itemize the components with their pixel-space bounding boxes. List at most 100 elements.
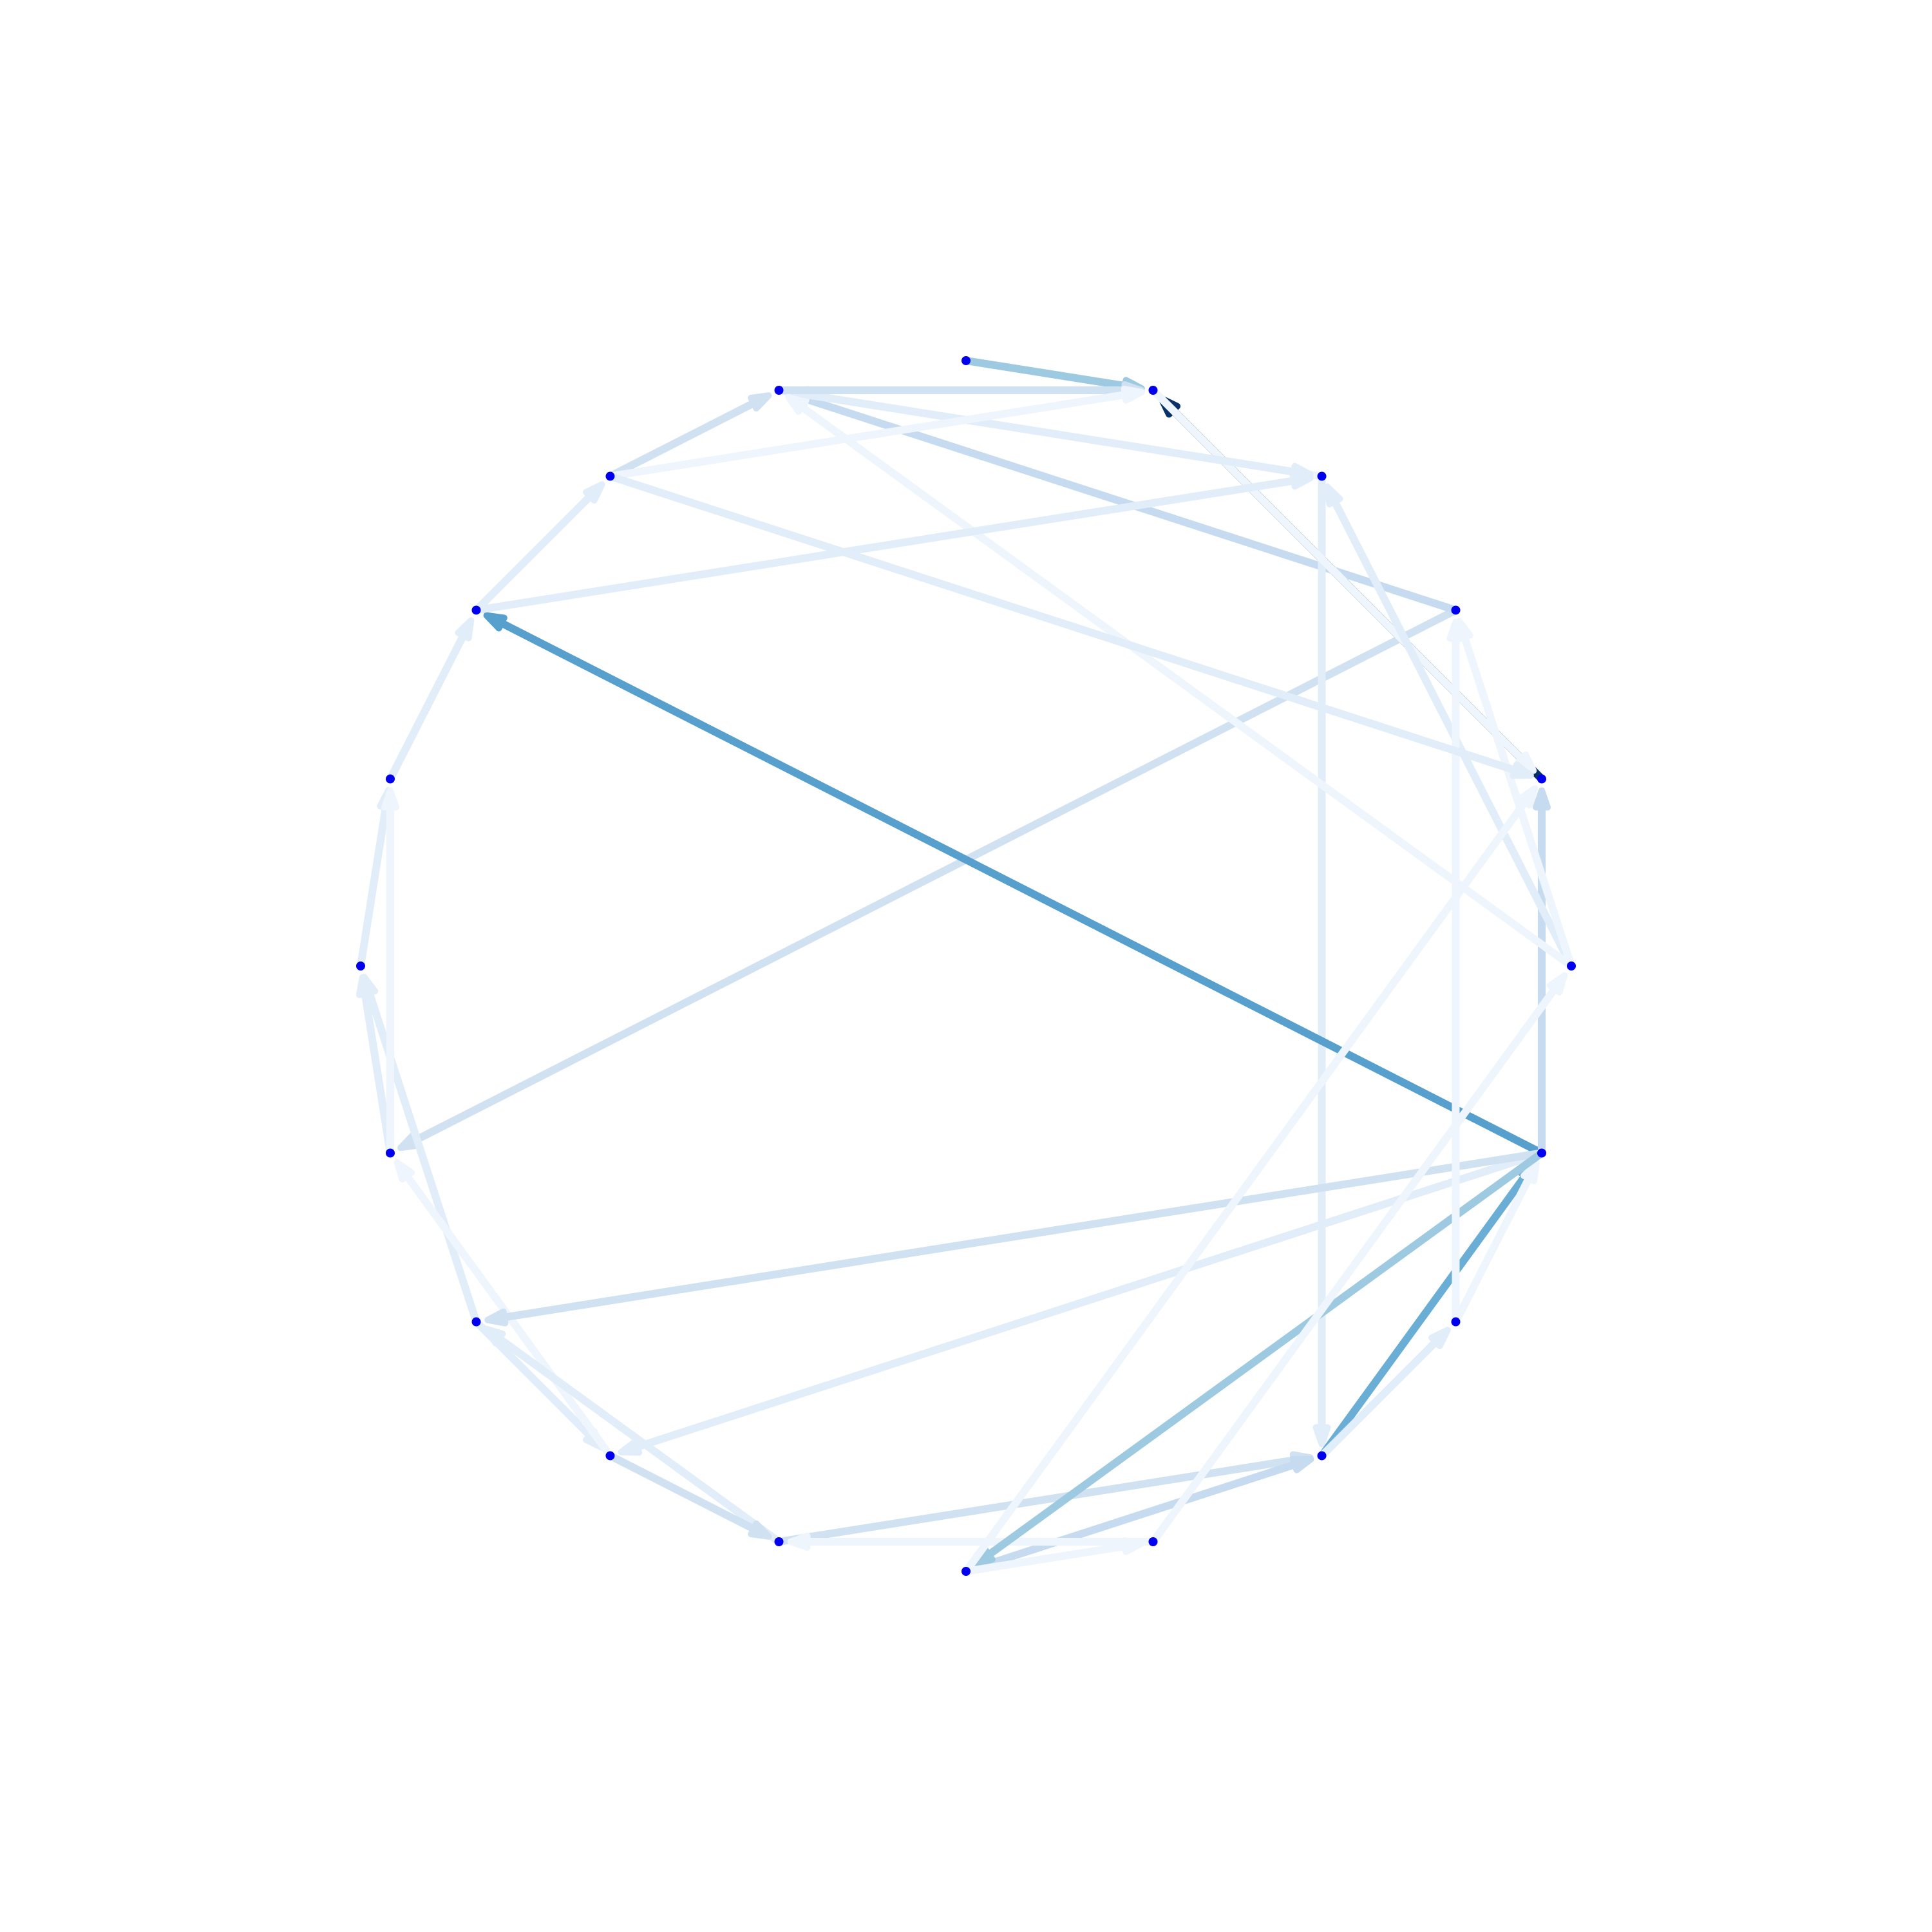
edge-arrowhead — [455, 617, 475, 641]
node-4 — [961, 356, 971, 365]
edge-line — [606, 472, 1519, 774]
edge-line — [798, 402, 1575, 970]
edge-line — [606, 1452, 758, 1533]
edge-arrowhead — [1510, 761, 1534, 779]
edge-arrowhead — [483, 612, 507, 632]
edge-16-18 — [1318, 1159, 1539, 1460]
node-10 — [386, 1148, 395, 1158]
node-15 — [1148, 1537, 1158, 1546]
edge-19-1 — [1455, 618, 1575, 970]
edge-arrowhead — [583, 481, 605, 504]
edge-arrowhead — [1323, 483, 1343, 507]
edge-2-16 — [1312, 472, 1331, 1448]
node-7 — [471, 605, 481, 615]
edge-layer — [355, 357, 1575, 1575]
edge-14-0 — [962, 785, 1539, 1575]
edge-arrowhead — [1520, 1160, 1540, 1184]
edge-line — [775, 1456, 1298, 1546]
node-2 — [1317, 471, 1327, 481]
edge-18-7 — [483, 612, 1546, 1157]
edge-line — [412, 606, 1460, 1144]
edge-arrowhead — [1289, 1455, 1314, 1473]
node-1 — [1451, 605, 1461, 615]
edge-6-3 — [606, 386, 1145, 480]
edge-line — [985, 1149, 1546, 1559]
edge-arrowhead — [1312, 1424, 1331, 1448]
edge-line — [1149, 985, 1559, 1546]
edge-line — [472, 492, 594, 614]
node-9 — [356, 961, 365, 971]
edge-line — [962, 357, 1130, 390]
edge-11-9 — [361, 974, 480, 1326]
edge-6-5 — [606, 392, 772, 480]
edge-arrowhead — [1514, 752, 1537, 774]
edge-line — [386, 631, 468, 783]
edge-arrowhead — [1121, 386, 1145, 404]
edge-arrowhead — [393, 1159, 415, 1183]
edge-arrowhead — [787, 1532, 811, 1551]
edge-line — [775, 386, 1298, 476]
edge-arrowhead — [1446, 618, 1465, 642]
edge-19-2 — [1323, 483, 1575, 970]
node-11 — [471, 1317, 481, 1327]
node-17 — [1451, 1317, 1461, 1327]
node-layer — [356, 356, 1576, 1576]
edge-arrowhead — [484, 1308, 509, 1327]
node-12 — [605, 1451, 615, 1461]
node-0 — [1537, 774, 1546, 784]
edge-17-18 — [1452, 1160, 1540, 1326]
node-14 — [961, 1567, 971, 1576]
edge-arrowhead — [748, 1520, 772, 1540]
edge-arrowhead — [361, 974, 379, 998]
edge-3-0 — [1149, 386, 1537, 774]
edge-15-13 — [787, 1532, 1157, 1551]
edge-line — [365, 989, 480, 1326]
edge-arrowhead — [618, 1438, 643, 1456]
node-3 — [1148, 386, 1158, 395]
edge-line — [1452, 1174, 1533, 1326]
edge-arrowhead — [1532, 787, 1551, 811]
edge-line — [497, 619, 1546, 1157]
edge-12-13 — [606, 1452, 772, 1540]
node-5 — [774, 386, 784, 395]
edge-7-2 — [472, 471, 1314, 614]
edge-13-11 — [482, 1325, 783, 1546]
edge-arrowhead — [482, 1325, 506, 1347]
node-13 — [774, 1537, 784, 1546]
edge-line — [962, 1542, 1130, 1575]
node-18 — [1537, 1148, 1546, 1158]
edge-14-15 — [962, 1537, 1145, 1575]
edge-5-3 — [775, 381, 1145, 400]
edge-1-5 — [786, 390, 1460, 614]
edge-6-0 — [606, 472, 1534, 779]
edge-line — [1318, 1338, 1440, 1460]
edge-line — [962, 1461, 1299, 1575]
edge-7-6 — [472, 481, 605, 614]
edge-line — [472, 477, 1298, 614]
edge-line — [606, 399, 758, 480]
edge-arrowhead — [1121, 1537, 1145, 1555]
edge-line — [361, 990, 395, 1157]
edge-arrowhead — [1428, 1327, 1451, 1349]
edge-10-8 — [381, 787, 400, 1157]
edge-18-0 — [1532, 787, 1551, 1157]
edge-arrowhead — [785, 393, 809, 415]
edge-line — [1149, 386, 1526, 763]
edge-line — [633, 1149, 1546, 1451]
edge-line — [495, 1334, 783, 1546]
edge-line — [500, 1149, 1546, 1321]
edge-arrowhead — [1546, 972, 1568, 996]
node-19 — [1567, 961, 1576, 971]
edge-line — [962, 798, 1530, 1575]
edge-16-17 — [1318, 1327, 1451, 1460]
node-6 — [605, 471, 615, 481]
node-16 — [1317, 1451, 1327, 1461]
edge-14-16 — [962, 1455, 1314, 1575]
edge-8-7 — [386, 617, 475, 783]
edge-arrowhead — [381, 787, 400, 811]
edge-line — [606, 390, 1130, 480]
edge-18-12 — [618, 1149, 1546, 1456]
edge-1-10 — [397, 606, 1460, 1151]
edge-line — [1318, 1172, 1530, 1460]
